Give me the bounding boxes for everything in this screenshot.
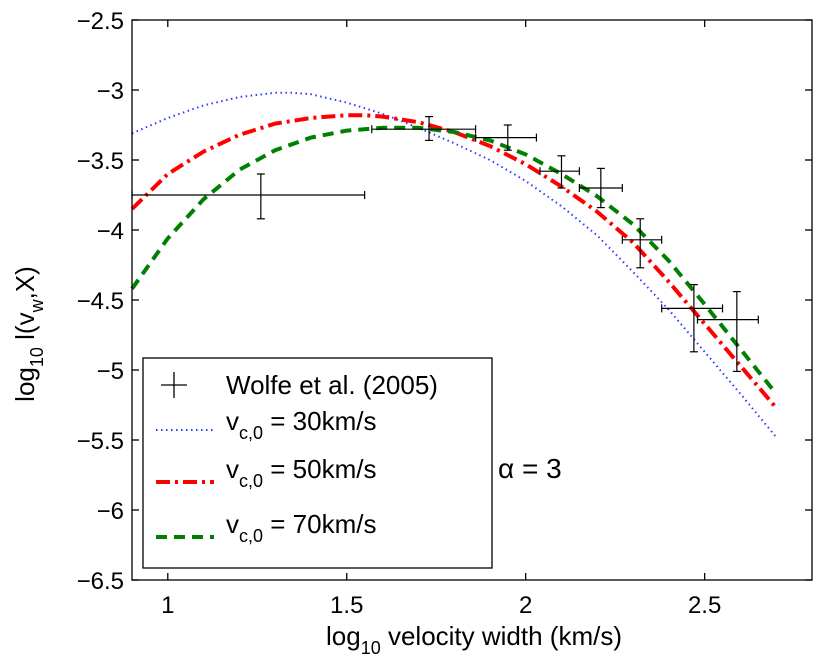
observation-point (661, 284, 724, 353)
y-tick-label: −5 (97, 358, 124, 385)
x-tick-label: 1.5 (330, 592, 363, 619)
alpha-annotation: α = 3 (498, 453, 562, 484)
y-tick-label: −6.5 (77, 568, 124, 595)
y-tick-label: −4.5 (77, 288, 124, 315)
series-50-kms-line (130, 113, 778, 410)
observation-point (371, 115, 477, 141)
legend-label-70: vc,0 = 70km/s (226, 509, 376, 546)
series-70-kms-line (130, 125, 778, 396)
y-tick-label: −3.5 (77, 148, 124, 175)
legend-label-wolfe: Wolfe et al. (2005) (226, 370, 438, 400)
series-curves (130, 91, 778, 438)
x-tick-label: 2 (519, 592, 532, 619)
y-tick-label: −3 (97, 78, 124, 105)
observation-point (539, 155, 580, 189)
observation-points (131, 115, 759, 372)
y-tick-label: −2.5 (77, 8, 124, 35)
y-tick-label: −5.5 (77, 428, 124, 455)
legend: Wolfe et al. (2005) vc,0 = 30km/s vc,0 =… (142, 357, 493, 569)
legend-box (142, 357, 493, 569)
y-axis-label: log10 l(vw,X) (10, 266, 47, 402)
legend-label-50: vc,0 = 50km/s (226, 454, 376, 491)
legend-marker-wolfe (161, 372, 187, 398)
x-tick-label: 1 (161, 592, 174, 619)
observation-point (621, 218, 663, 269)
observation-point (578, 167, 623, 209)
y-tick-label: −6 (97, 498, 124, 525)
axis-ticks (132, 19, 812, 581)
observation-point (474, 124, 538, 151)
x-tick-labels: 1 1.5 2 2.5 (161, 592, 721, 619)
x-axis-label: log10 velocity width (km/s) (326, 621, 622, 658)
y-tick-label: −4 (97, 218, 124, 245)
y-tick-labels: −2.5 −3 −3.5 −4 −4.5 −5 −5.5 −6 −6.5 (77, 8, 124, 595)
x-tick-label: 2.5 (688, 592, 721, 619)
observation-point (696, 291, 759, 372)
legend-label-30: vc,0 = 30km/s (226, 406, 376, 443)
